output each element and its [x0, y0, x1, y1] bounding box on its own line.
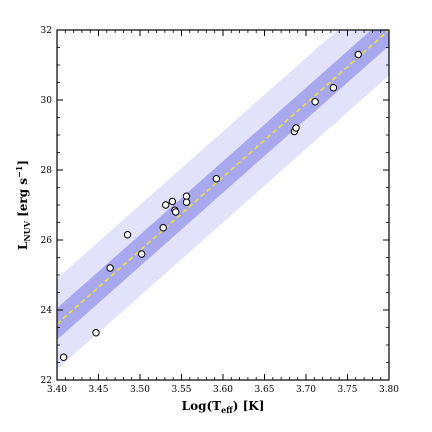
x-tick-labels: 3.40 3.45 3.50 3.55 3.60 3.65 3.70 3.75 3.80 — [47, 385, 399, 395]
y-tick-label: 30 — [41, 96, 53, 106]
y-tick-label: 28 — [41, 166, 53, 176]
y-tick-label: 24 — [41, 306, 53, 316]
band-inner — [57, 30, 389, 340]
data-point — [137, 250, 146, 258]
axis-ticks — [56, 29, 390, 381]
x-tick-label: 3.80 — [379, 385, 399, 395]
y-tick-labels: 22 24 26 28 30 32 — [41, 26, 53, 386]
data-point — [59, 353, 68, 361]
data-point — [329, 84, 338, 92]
x-tick-label: 3.50 — [130, 385, 150, 395]
data-point — [212, 175, 221, 183]
data-point — [292, 124, 300, 132]
data-point — [182, 192, 191, 200]
data-point — [354, 50, 362, 59]
data-point — [171, 208, 180, 216]
x-tick-label: 3.75 — [337, 385, 357, 395]
fit-line-layer — [57, 30, 389, 325]
x-tick-label: 3.40 — [47, 385, 67, 395]
y-axis-label: LNUV [erg s−1] — [14, 160, 32, 250]
x-tick-label: 3.55 — [171, 385, 191, 395]
data-point — [159, 224, 167, 232]
fit-line — [57, 30, 389, 325]
data-point — [182, 198, 191, 206]
x-tick-label: 3.70 — [296, 385, 316, 395]
data-points — [59, 50, 362, 361]
y-tick-label: 22 — [41, 376, 52, 386]
data-point — [123, 231, 132, 239]
x-tick-label: 3.45 — [88, 385, 108, 395]
x-axis-label: Log(Teff) [K] — [182, 399, 265, 415]
data-point — [311, 98, 319, 106]
y-tick-label: 32 — [41, 26, 52, 36]
data-point — [106, 264, 114, 272]
y-tick-label: 26 — [41, 236, 53, 246]
data-point — [168, 197, 177, 206]
x-tick-label: 3.60 — [213, 385, 233, 395]
x-tick-label: 3.65 — [254, 385, 274, 395]
data-point — [92, 329, 100, 337]
confidence-bands — [57, 30, 389, 370]
data-point — [162, 201, 170, 209]
